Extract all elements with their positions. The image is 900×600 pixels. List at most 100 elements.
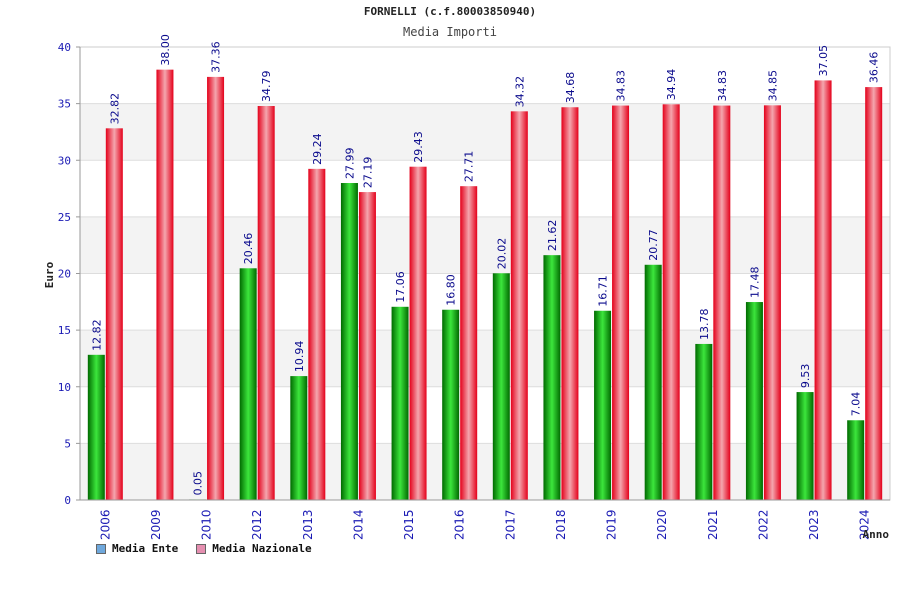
y-axis-label: Euro xyxy=(43,261,56,288)
x-tick-label: 2016 xyxy=(453,509,467,540)
data-label: 13.78 xyxy=(698,308,711,340)
data-label: 29.24 xyxy=(311,133,324,165)
y-tick-label: 25 xyxy=(58,211,71,224)
bar-media-nazionale xyxy=(156,69,174,501)
y-tick-label: 0 xyxy=(64,494,71,507)
x-tick-label: 2019 xyxy=(605,509,619,540)
x-tick-label: 2020 xyxy=(655,509,669,540)
data-label: 12.82 xyxy=(90,319,103,351)
legend-item-media-ente: Media Ente xyxy=(96,542,178,555)
x-tick-label: 2022 xyxy=(756,509,770,540)
y-tick-label: 15 xyxy=(58,324,71,337)
data-label: 20.02 xyxy=(495,238,508,270)
data-label: 9.53 xyxy=(799,364,812,389)
legend-label-media-nazionale: Media Nazionale xyxy=(212,542,312,555)
bar-media-nazionale xyxy=(561,107,579,501)
bar-media-ente xyxy=(847,420,865,500)
legend: Media Ente Media Nazionale xyxy=(96,542,312,555)
data-label: 7.04 xyxy=(850,392,863,417)
bar-media-nazionale xyxy=(662,104,680,500)
bars xyxy=(87,69,883,501)
data-label: 34.68 xyxy=(564,72,577,104)
bar-media-nazionale xyxy=(257,106,275,501)
bar-media-nazionale xyxy=(865,87,883,500)
data-label: 34.94 xyxy=(665,69,678,101)
data-label: 34.85 xyxy=(766,70,779,102)
x-axis-label: Anno xyxy=(863,528,890,541)
bar-media-ente xyxy=(391,306,409,500)
legend-swatch-media-nazionale xyxy=(196,543,207,554)
bar-media-ente xyxy=(492,273,510,500)
bar-media-nazionale xyxy=(510,111,528,501)
x-tick-label: 2013 xyxy=(301,509,315,540)
bar-media-ente xyxy=(290,376,308,500)
bar-media-nazionale xyxy=(763,105,781,500)
data-label: 20.46 xyxy=(242,233,255,265)
data-label: 34.83 xyxy=(716,70,729,102)
bar-media-nazionale xyxy=(358,192,376,501)
data-label: 36.46 xyxy=(868,52,881,84)
data-label: 17.06 xyxy=(394,271,407,303)
bar-media-ente xyxy=(745,302,763,500)
data-label: 10.94 xyxy=(293,341,306,373)
data-label: 27.71 xyxy=(463,151,476,183)
bar-media-nazionale xyxy=(460,186,478,500)
data-label: 16.80 xyxy=(445,274,458,306)
data-label: 32.82 xyxy=(108,93,121,125)
chart-title: FORNELLI (c.f.80003850940) xyxy=(363,5,537,18)
bar-media-ente xyxy=(340,183,358,500)
x-tick-label: 2021 xyxy=(706,509,720,540)
bar-media-nazionale xyxy=(713,105,731,501)
bar-media-ente xyxy=(644,264,662,500)
x-tick-label: 2023 xyxy=(807,509,821,540)
legend-label-media-ente: Media Ente xyxy=(112,542,179,555)
bar-media-nazionale xyxy=(308,168,326,500)
data-label: 17.48 xyxy=(748,267,761,299)
x-tick-label: 2017 xyxy=(503,509,517,540)
data-label: 21.62 xyxy=(546,220,559,252)
data-label: 37.36 xyxy=(210,41,223,73)
legend-swatch-media-ente xyxy=(96,543,106,554)
x-tick-label: 2010 xyxy=(200,509,214,540)
bar-media-nazionale xyxy=(409,166,427,500)
data-label: 16.71 xyxy=(597,275,610,307)
bar-media-ente xyxy=(594,310,612,500)
data-label: 34.79 xyxy=(260,71,273,103)
data-label: 38.00 xyxy=(159,34,172,66)
y-tick-label: 30 xyxy=(58,154,71,167)
x-tick-label: 2009 xyxy=(149,509,163,540)
data-label: 20.77 xyxy=(647,229,660,261)
chart-subtitle: Media Importi xyxy=(403,25,497,39)
y-tick-label: 10 xyxy=(58,381,71,394)
bar-media-nazionale xyxy=(814,80,832,500)
data-label: 0.05 xyxy=(192,471,205,496)
legend-item-media-nazionale: Media Nazionale xyxy=(196,542,312,555)
data-label: 27.19 xyxy=(361,157,374,189)
data-label: 29.43 xyxy=(412,131,425,163)
y-tick-label: 35 xyxy=(58,98,71,111)
y-tick-label: 5 xyxy=(64,437,71,450)
data-label: 34.32 xyxy=(513,76,526,108)
x-tick-labels: 2006 2009 2010 2012 2013 2014 2015 2016 2017 2018… xyxy=(98,509,871,540)
y-tick-label: 20 xyxy=(58,268,71,281)
data-label: 37.05 xyxy=(817,45,830,77)
bar-media-ente xyxy=(543,255,561,500)
bar-media-ente xyxy=(442,309,460,500)
data-label: 27.99 xyxy=(343,148,356,180)
x-tick-label: 2015 xyxy=(402,509,416,540)
bar-media-ente xyxy=(87,354,105,500)
y-tick-label: 40 xyxy=(58,41,71,54)
data-labels: 12.82 32.82 38.00 0.05 37.36 20.46 34.79 10.94 2… xyxy=(90,34,880,495)
bar-media-nazionale xyxy=(612,105,630,501)
x-tick-label: 2006 xyxy=(98,509,112,540)
x-tick-label: 2014 xyxy=(351,509,365,540)
x-tick-label: 2024 xyxy=(858,509,872,540)
bar-media-nazionale xyxy=(105,128,123,500)
bar-media-ente xyxy=(239,268,257,500)
bar-media-ente xyxy=(796,392,814,500)
x-tick-label: 2012 xyxy=(250,509,264,540)
data-label: 34.83 xyxy=(615,70,628,102)
y-tick-labels: 0 5 10 15 20 25 30 35 40 xyxy=(58,41,80,507)
bar-media-ente xyxy=(695,343,713,500)
